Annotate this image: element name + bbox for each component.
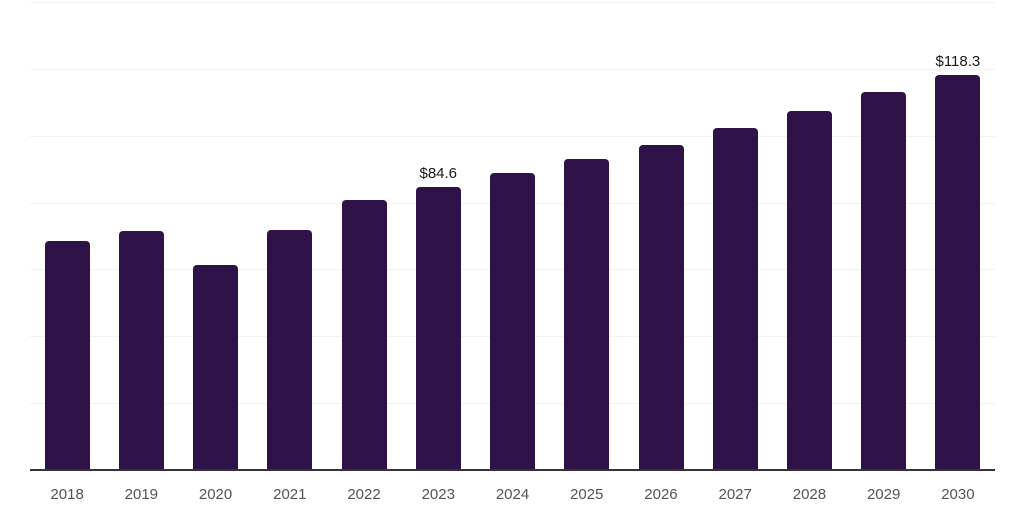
bar-2023 bbox=[415, 187, 461, 470]
bar-2022 bbox=[341, 199, 387, 470]
value-label-2023: $84.6 bbox=[419, 165, 458, 183]
bar-2020 bbox=[193, 265, 239, 470]
bar-2025 bbox=[564, 159, 610, 470]
x-tick-2028: 2028 bbox=[792, 486, 827, 503]
x-tick-2027: 2027 bbox=[718, 486, 752, 503]
bar-2026 bbox=[638, 145, 684, 470]
x-tick-2020: 2020 bbox=[198, 486, 233, 503]
x-tick-2025: 2025 bbox=[570, 486, 604, 503]
bar-2029 bbox=[861, 92, 907, 470]
bar-2027 bbox=[712, 128, 758, 470]
gridline-120 bbox=[30, 68, 995, 70]
x-tick-2022: 2022 bbox=[347, 486, 381, 503]
gridline-100 bbox=[30, 135, 995, 137]
bar-2024 bbox=[490, 173, 535, 470]
bar-2021 bbox=[267, 230, 313, 470]
x-tick-2029: 2029 bbox=[866, 486, 901, 503]
gridline-140 bbox=[30, 2, 995, 3]
x-tick-2018: 2018 bbox=[50, 486, 84, 503]
x-tick-2030: 2030 bbox=[941, 486, 975, 503]
x-tick-2019: 2019 bbox=[124, 486, 159, 503]
bar-2018 bbox=[44, 241, 90, 470]
bar-2019 bbox=[118, 231, 164, 470]
x-axis-line bbox=[30, 469, 995, 471]
x-tick-2024: 2024 bbox=[495, 486, 530, 503]
bar-2028 bbox=[786, 111, 832, 470]
x-tick-2023: 2023 bbox=[421, 486, 455, 503]
value-label-2030: $118.3 bbox=[935, 52, 981, 70]
x-tick-2026: 2026 bbox=[644, 486, 678, 503]
x-tick-2021: 2021 bbox=[273, 486, 307, 503]
bar-2030 bbox=[935, 74, 981, 470]
